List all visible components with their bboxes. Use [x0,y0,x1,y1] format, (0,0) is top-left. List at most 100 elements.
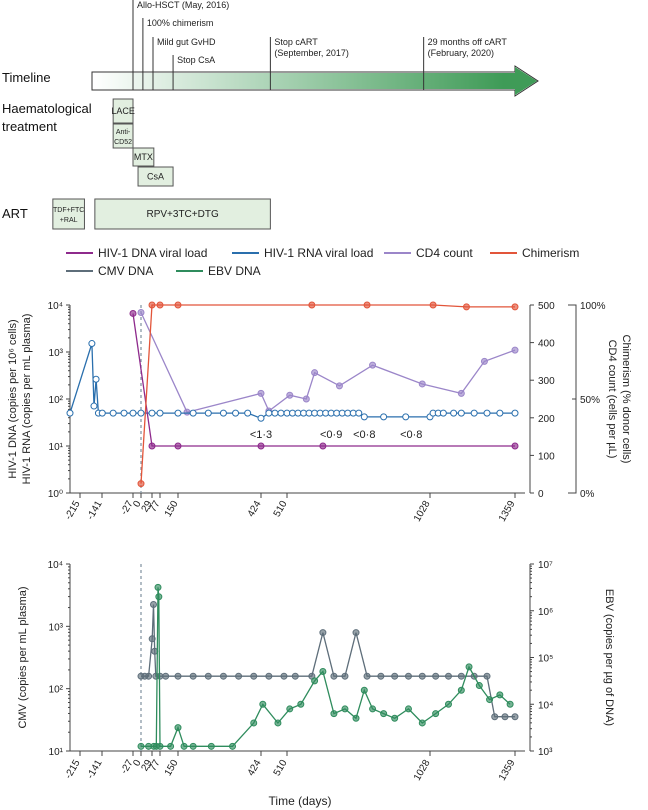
y-left-tick-label: 10³ [49,348,64,359]
cd4-point [511,346,519,354]
timeline-label: Timeline [2,70,51,85]
cd4-point [457,389,465,397]
hiv-rna-point [219,409,227,417]
timeline-arrow-fill [93,73,503,89]
x-tick-label: 29 [140,758,155,774]
legend-label: EBV DNA [208,264,261,278]
chimerism-point [462,303,470,311]
hiv-rna-line [69,343,515,420]
ebv-point [369,705,377,713]
cd4-point [137,309,145,317]
ebv-point [156,742,164,750]
cmv-point [491,713,499,721]
ebv-point [457,686,465,694]
x-tick-label: 29 [140,499,155,515]
x-tick-label: 0 [131,758,144,769]
cmv-point [189,672,197,680]
ebv-point [465,663,473,671]
ebv-point [189,742,197,750]
y-right-chim-tick-label: 50% [580,395,600,406]
hiv-dna-point [319,442,327,450]
ebv-point [341,705,349,713]
chimerism-point [148,301,156,309]
x-tick-label: 150 [163,499,181,519]
hiv-rna-point [450,409,458,417]
ebv-line [141,587,511,747]
tdf-ftc-ral-box-label: +RAL [60,217,78,224]
ebv-point [404,705,412,713]
ebv-point [475,682,483,690]
ebv-point [380,710,388,718]
hiv-rna-point [148,409,156,417]
ebv-point [155,593,163,601]
hiv-rna-point [457,409,465,417]
chimerism-point [174,301,182,309]
anti-cd52-box [112,123,134,149]
hiv-rna-point [483,409,491,417]
cmv-line [141,604,515,718]
hiv-dna-point [174,442,182,450]
chimerism-point [137,480,145,488]
timeline-event-label: Stop CsA [177,55,215,65]
cd4-line [140,312,516,413]
cmv-point [162,672,170,680]
tdf-ftc-ral-box [52,198,85,230]
hiv-chart: 10⁰ 10¹ 10² 10³ 10⁴ HIV-1 DNA (copies per 10⁶… [7,301,632,524]
ebv-point [496,691,504,699]
hiv-rna-point [204,409,212,417]
cmv-point [150,601,157,609]
cmv-point [404,672,412,680]
y-left-label-2: HIV-1 RNA (copies per mL plasma) [21,314,33,485]
legend-label: HIV-1 RNA viral load [264,246,373,260]
hiv-rna-point [92,375,100,383]
y-left-tick-label: 10² [49,685,64,696]
y-left-label-1: HIV-1 DNA (copies per 10⁶ cells) [7,319,19,478]
y-right-cd4-tick-label: 500 [538,301,555,312]
chimerism-point [511,303,519,311]
cd4-point [302,395,310,403]
x-tick-label: 1359 [497,499,518,524]
cd4-point [286,391,294,399]
cmv-point [280,672,288,680]
cmv-point [145,672,153,680]
y-left-label: CMV (copies per mL plasma) [17,586,29,728]
rpv-3tc-dtg-box [94,198,271,230]
ebv-point [418,719,426,727]
mtx-box [132,147,155,167]
csa-box-label: CsA [147,172,164,182]
cd4-point [369,361,377,369]
chimerism-point [156,301,164,309]
cmv-point [511,713,519,721]
hiv-rna-point [265,409,273,417]
cmv-point [483,672,491,680]
cmv-point [418,672,426,680]
hiv-rna-point [66,409,74,417]
hiv-rna-point [232,409,240,417]
cd4-point [335,382,343,390]
timeline-event-label: Stop cART [274,37,318,47]
hiv-rna-point [360,413,368,421]
cmv-point [391,672,399,680]
lace-box-label: LACE [111,106,135,116]
legend-label: CMV DNA [98,264,153,278]
x-tick-label: 77 [148,499,163,515]
legend-label: HIV-1 DNA viral load [98,246,207,260]
anti-cd52-box-label: CD52 [114,139,132,146]
timeline-event-sublabel: (February, 2020) [428,48,494,58]
ebv-point [259,700,267,708]
x-tick-label: -215 [63,758,83,781]
ebv-point [154,583,162,591]
y-right-cd4-tick-label: 300 [538,376,555,387]
hiv-dna-point [148,442,156,450]
hiv-rna-annotation: <0·8 [353,429,375,441]
cmv-point [352,629,360,637]
x-tick-label: -141 [85,758,105,781]
hiv-rna-point [90,402,98,410]
cd4-point [257,389,265,397]
y-right-cd4-tick-label: 200 [538,414,555,425]
y-right-tick-label: 10⁴ [538,700,553,711]
hiv-rna-point [271,409,279,417]
hiv-dna-point [257,442,265,450]
y-right-tick-label: 10⁶ [538,607,553,618]
cmv-point [444,672,452,680]
